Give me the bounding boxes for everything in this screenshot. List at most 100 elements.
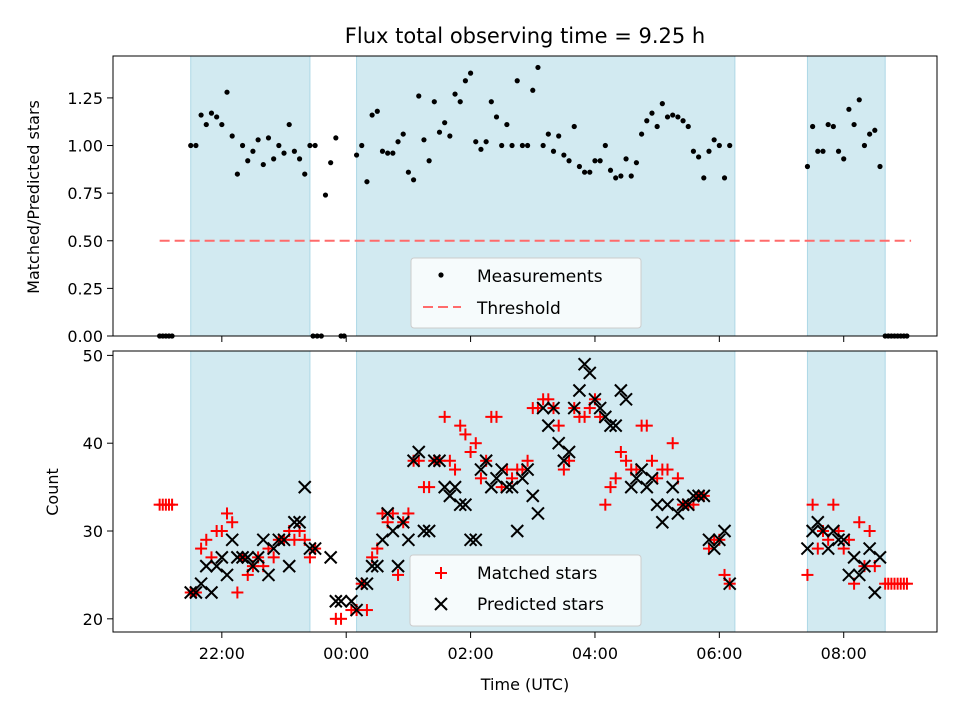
predicted-star-point xyxy=(526,489,540,503)
predicted-star-point xyxy=(515,471,530,486)
x-stroke xyxy=(640,480,654,494)
matched-star-point xyxy=(469,437,482,450)
predicted-star-point xyxy=(437,480,452,494)
legend-dot-marker xyxy=(438,272,444,278)
x-stroke xyxy=(650,497,664,512)
measurement-point xyxy=(861,142,868,149)
measurement-point xyxy=(566,158,572,164)
matched-star-point xyxy=(599,498,612,511)
predicted-star-point xyxy=(401,533,416,547)
x-stroke xyxy=(401,533,416,547)
x-stroke xyxy=(209,559,224,573)
measurement-point xyxy=(867,131,873,137)
matched-star-point xyxy=(853,516,866,529)
matched-star-point xyxy=(360,604,373,617)
measurement-points xyxy=(157,64,910,339)
x-stroke xyxy=(629,471,644,486)
predicted-star-point xyxy=(567,401,581,415)
predicted-star-point xyxy=(847,550,861,565)
predicted-star-point xyxy=(541,418,556,433)
x-stroke xyxy=(619,392,633,407)
x-tick-label: 08:00 xyxy=(821,644,867,663)
predicted-star-point xyxy=(852,568,866,582)
y-tick-label: 0.50 xyxy=(67,232,103,251)
matched-star-point xyxy=(195,542,208,555)
predicted-star-point xyxy=(494,462,509,477)
x-tick-label: 04:00 xyxy=(572,644,618,663)
x-stroke xyxy=(847,550,861,565)
legend-label-measurements: Measurements xyxy=(477,267,603,287)
legend-label-matched: Matched stars xyxy=(477,564,597,584)
matched-star-point xyxy=(449,463,462,476)
matched-star-point xyxy=(443,454,456,467)
x-stroke xyxy=(360,576,374,591)
measurement-point xyxy=(670,112,676,118)
x-stroke xyxy=(344,594,359,608)
measurement-point xyxy=(302,171,308,177)
measurement-point xyxy=(271,156,277,162)
x-stroke xyxy=(557,454,571,468)
ratio-panel: 0.00 0.25 0.50 0.75 1.00 1.25 Matched/Predict… xyxy=(24,55,938,346)
matched-star-point xyxy=(226,516,239,529)
predicted-star-point xyxy=(479,454,493,468)
x-stroke xyxy=(645,471,659,486)
predicted-star-point xyxy=(489,471,504,486)
predicted-star-point xyxy=(298,480,312,494)
predicted-star-point xyxy=(707,541,721,556)
x-stroke xyxy=(500,480,514,494)
predicted-star-point xyxy=(344,594,359,608)
matched-star-point xyxy=(666,437,679,450)
x-stroke xyxy=(562,445,576,459)
predicted-star-point xyxy=(722,576,737,591)
x-stroke xyxy=(852,568,866,582)
predicted-star-point xyxy=(230,550,245,565)
measurement-point xyxy=(395,139,401,145)
measurement-point xyxy=(721,175,728,181)
x-stroke xyxy=(614,383,628,398)
measurement-point xyxy=(628,173,634,179)
measurement-point xyxy=(312,142,318,149)
x-stroke xyxy=(194,576,208,591)
predicted-star-point xyxy=(334,594,348,608)
predicted-star-point xyxy=(619,392,633,407)
x-stroke xyxy=(831,533,846,547)
y-axis-ticks: 0.00 0.25 0.50 0.75 1.00 1.25 xyxy=(67,89,113,346)
x-stroke xyxy=(241,550,255,565)
predicted-star-point xyxy=(650,497,664,512)
measurement-point xyxy=(877,163,883,170)
predicted-star-point xyxy=(608,418,623,433)
x-stroke xyxy=(546,401,561,415)
x-stroke xyxy=(691,489,706,503)
measurement-point xyxy=(276,142,282,149)
x-stroke xyxy=(505,480,519,494)
predicted-star-point xyxy=(671,506,685,521)
x-stroke xyxy=(811,515,825,529)
predicted-star-point xyxy=(194,576,208,591)
matched-star-point xyxy=(474,472,487,485)
x-stroke xyxy=(266,541,281,556)
measurement-point xyxy=(452,91,458,97)
predicted-star-point xyxy=(406,454,421,468)
x-stroke xyxy=(494,462,509,477)
predicted-star-point xyxy=(360,576,374,591)
predicted-star-point xyxy=(676,497,690,512)
measurement-point xyxy=(654,123,660,130)
predicted-star-point xyxy=(655,515,670,529)
x-stroke xyxy=(634,462,649,477)
matched-star-point xyxy=(267,551,280,564)
y-axis-ticks: 20 30 40 50 xyxy=(83,346,113,629)
matched-star-point xyxy=(221,507,234,520)
measurement-point xyxy=(188,142,194,149)
predicted-star-point xyxy=(603,418,618,433)
predicted-star-point xyxy=(303,541,317,556)
measurement-point xyxy=(810,123,816,130)
x-stroke xyxy=(681,497,695,512)
predicted-star-point xyxy=(686,489,701,503)
x-stroke xyxy=(515,471,530,486)
x-stroke xyxy=(412,445,426,459)
y-axis-label: Count xyxy=(43,468,62,516)
predicted-star-point xyxy=(588,392,602,407)
x-stroke xyxy=(660,497,675,512)
x-stroke xyxy=(292,515,307,529)
x-stroke xyxy=(526,489,540,503)
